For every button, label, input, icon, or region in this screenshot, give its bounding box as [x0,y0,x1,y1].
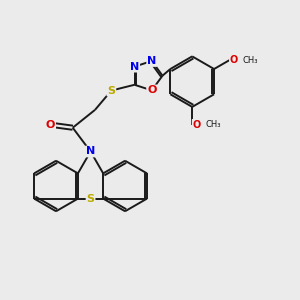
Text: N: N [86,146,95,157]
Text: CH₃: CH₃ [206,120,221,129]
Text: N: N [147,56,156,66]
Text: CH₃: CH₃ [243,56,258,64]
Text: S: S [107,85,116,96]
Text: N: N [130,61,139,72]
Text: O: O [147,85,157,95]
Text: O: O [230,55,238,65]
Text: O: O [46,120,55,130]
Text: O: O [193,120,201,130]
Text: S: S [87,194,94,204]
